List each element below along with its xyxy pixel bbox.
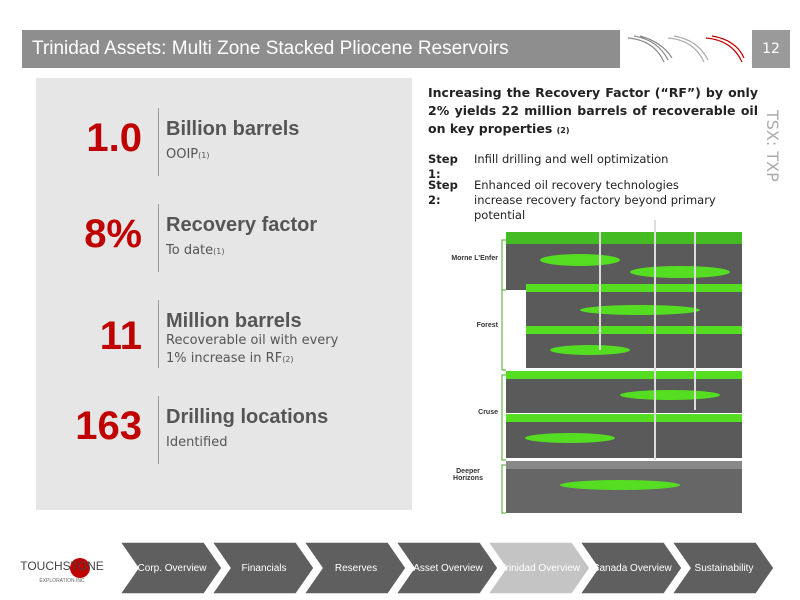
reservoir-diagram: Morne L’Enfer Forest Cruse Deeper Horizo… [451,220,742,514]
nav-tab[interactable] [210,541,315,595]
stat-sub-text: To date [166,243,214,258]
separator [158,108,159,176]
logo-stripes [627,35,745,63]
zone-label: Morne L’Enfer [451,255,498,262]
stat-sub: OOIP(1) [166,146,366,165]
stat-value: 1.0 [86,116,142,160]
stat-sub: Recoverable oil with every 1% increase i… [166,332,346,369]
stat-sub-text: OOIP [166,147,199,162]
nav-tab[interactable] [578,541,683,595]
zone-label: Cruse [478,409,498,416]
nav-label[interactable]: Financials [241,563,286,574]
step-text: Enhanced oil recovery technologies incre… [474,178,716,222]
stat-label: Billion barrels [166,118,300,140]
step: Step 2: Enhanced oil recovery technologie… [428,178,724,223]
nav-label[interactable]: Sustainability [695,563,754,574]
wells [599,220,696,460]
stat: 1.0 Billion barrels OOIP(1) [36,108,412,178]
step-text: Infill drilling and well optimization [474,152,669,166]
stat-sub-text: Identified [166,435,228,450]
stat-label: Recovery factor [166,214,318,236]
nav-tab[interactable] [670,541,775,595]
nav-label[interactable]: Asset Overview [413,563,483,574]
stat-sub: Identified [166,434,366,452]
logo-mark [70,558,90,578]
footnote: (2) [282,355,294,364]
logo-tagline: EXPLORATION INC [39,578,85,584]
headline-text: Increasing the Recovery Factor (“RF”) by… [428,85,758,136]
nav-tab[interactable] [486,541,591,595]
stat-sub-text: Recoverable oil with every 1% increase i… [166,333,339,366]
footnote: (2) [556,126,570,135]
footer-nav: TOUCHSTONE EXPLORATION INC Corp. Overvie… [20,541,775,595]
layers [506,232,742,513]
zone-label-box: Deeper Horizons [453,468,483,482]
stat: 8% Recovery factor To date(1) [36,204,412,274]
stat: 11 Million barrels Recoverable oil with … [36,300,412,370]
nav-label[interactable]: Reserves [335,563,377,574]
logo-name: TOUCHSTONE [20,559,104,573]
nav-label[interactable]: Corp. Overview [138,563,208,574]
nav-label[interactable]: Trinidad Overview [500,563,581,574]
step: Step 1: Infill drilling and well optimiza… [428,152,724,181]
stat-label: Drilling locations [166,406,329,428]
stat-value: 11 [99,314,142,358]
zone-brackets [501,239,506,514]
ticker: TSX: TXP [763,110,782,182]
nav-tab[interactable] [394,541,499,595]
nav-tab[interactable] [302,541,407,595]
step-label: Step 2: [428,178,458,207]
step-label: Step 1: [428,152,458,181]
footnote: (1) [198,151,210,160]
slide-title: Trinidad Assets: Multi Zone Stacked Plio… [22,30,620,68]
stat-sub: To date(1) [166,242,366,261]
stats-panel: 1.0 Billion barrels OOIP(1) 8% Recovery … [36,78,412,510]
separator [158,204,159,272]
footnote: (1) [213,247,225,256]
zone-label: Deeper Horizons [453,468,483,482]
headline: Increasing the Recovery Factor (“RF”) by… [428,84,758,140]
nav-label[interactable]: Canada Overview [592,563,672,574]
nav-tab[interactable] [118,541,223,595]
zone-label: Forest [477,322,499,329]
stat-value: 163 [75,404,142,448]
stat-value: 8% [84,212,142,256]
page-number: 12 [752,30,790,68]
separator [158,300,159,368]
stat: 163 Drilling locations Identified [36,396,412,466]
stat-label: Million barrels [166,310,302,332]
separator [158,396,159,464]
